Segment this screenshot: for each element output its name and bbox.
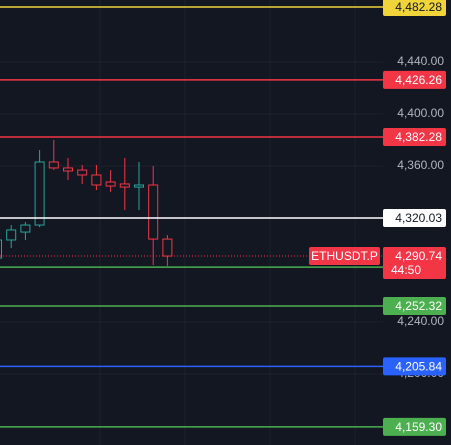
candle-body [63,167,73,172]
candle-body [6,229,17,241]
candle-body [91,174,102,186]
candle-body [134,184,144,188]
price-label: 4,382.28 [395,130,442,144]
price-label: 4,159.30 [395,420,442,434]
price-label-box [383,128,446,147]
candle-body [148,184,159,240]
price-label-box [383,417,446,436]
price-label: 4,205.84 [395,360,442,374]
candle-body [34,161,45,226]
candle-body [77,169,88,176]
y-tick-label: 4,240.00 [397,314,444,328]
candle-body [20,224,31,233]
price-label-box [383,0,446,17]
vertical-grid [99,0,356,445]
candle-body [119,183,130,188]
current-price-label: 4,290.74 [395,249,442,263]
price-label-box [383,297,446,316]
countdown: 44:50 [391,263,421,277]
price-label: 4,320.03 [395,211,442,225]
y-tick-label: 4,360.00 [397,158,444,172]
price-label-box [383,357,446,376]
y-tick-label: 4,400.00 [397,106,444,120]
y-tick-label: 4,440.00 [397,54,444,68]
price-label-box [383,208,446,227]
symbol-box [309,247,380,266]
current-price-box [383,247,446,280]
candle-body [105,181,116,187]
candle-body [0,239,2,259]
candle-body [162,238,173,257]
price-label: 4,482.28 [395,0,442,14]
candle-body [48,161,59,169]
price-label: 4,426.26 [395,73,442,87]
price-label-box [383,70,446,89]
symbol-label: ETHUSDT.P [311,249,378,263]
price-label: 4,252.32 [395,299,442,313]
